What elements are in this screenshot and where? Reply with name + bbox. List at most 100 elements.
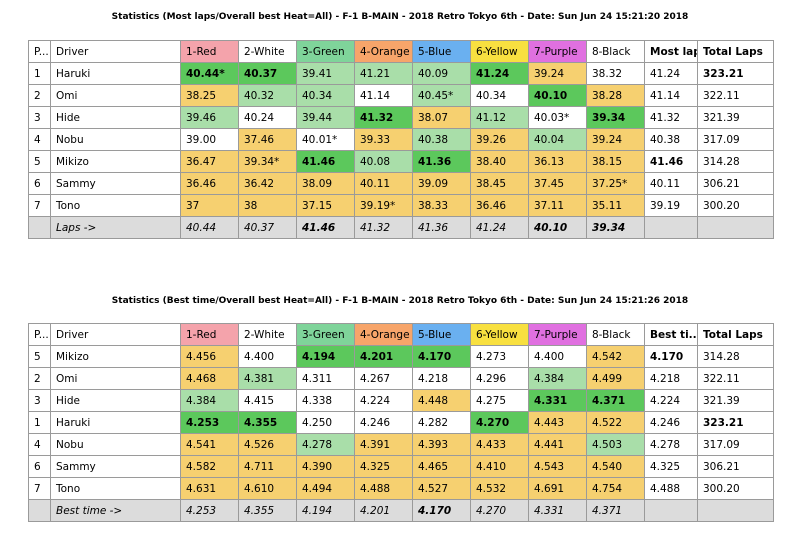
best-cell: 4.488 [644, 477, 698, 500]
heat-cell: 4.488 [354, 477, 413, 500]
driver-row: 4 Nobu 39.00 37.46 40.01* 39.33 40.38 39.26 40.0… [28, 128, 774, 151]
heat-cell: 4.754 [586, 477, 645, 500]
footer-blank [28, 499, 51, 522]
position-cell: 3 [28, 106, 51, 129]
table-head: P... Driver 1-Red 2-White 3-Green 4-Orange 5-B… [28, 323, 774, 346]
heat-cell: 37.45 [528, 172, 587, 195]
heat-cell: 39.24 [528, 62, 587, 85]
heat-cell: 4.270 [470, 411, 529, 434]
heat-cell: 38.32 [586, 62, 645, 85]
header-cell: 5-Blue [412, 40, 471, 63]
position-cell: 3 [28, 389, 51, 412]
heat-cell: 40.44* [180, 62, 239, 85]
total-cell: 300.20 [697, 194, 774, 217]
heat-cell: 4.384 [528, 367, 587, 390]
footer-cell: 4.170 [412, 499, 471, 522]
footer-label: Best time -> [50, 499, 181, 522]
table-body: 5 Mikizo 4.456 4.400 4.194 4.201 4.170 4.273 4.4… [28, 345, 774, 500]
driver-cell: Mikizo [50, 150, 181, 173]
heat-cell: 36.47 [180, 150, 239, 173]
heat-cell: 4.465 [412, 455, 471, 478]
heat-cell: 40.37 [238, 62, 297, 85]
heat-cell: 4.582 [180, 455, 239, 478]
stats-table: P... Driver 1-Red 2-White 3-Green 4-Orange 5-B… [28, 40, 774, 239]
heat-cell: 39.34* [238, 150, 297, 173]
heat-cell: 40.04 [528, 128, 587, 151]
driver-cell: Haruki [50, 411, 181, 434]
footer-cell: 40.37 [238, 216, 297, 239]
heat-cell: 39.41 [296, 62, 355, 85]
footer-cell: 4.253 [180, 499, 239, 522]
heat-cell: 36.42 [238, 172, 297, 195]
heat-cell: 38.33 [412, 194, 471, 217]
best-cell: 4.224 [644, 389, 698, 412]
heat-cell: 4.443 [528, 411, 587, 434]
position-cell: 2 [28, 367, 51, 390]
header-cell: 6-Yellow [470, 40, 529, 63]
heat-cell: 4.503 [586, 433, 645, 456]
driver-row: 2 Omi 4.468 4.381 4.311 4.267 4.218 4.296 4.384 4… [28, 367, 774, 390]
header-cell: 4-Orange [354, 40, 413, 63]
header-cell: 7-Purple [528, 323, 587, 346]
heat-cell: 39.09 [412, 172, 471, 195]
header-cell: 1-Red [180, 323, 239, 346]
footer-row: Best time -> 4.253 4.355 4.194 4.201 4.170 4.2… [28, 499, 774, 522]
heat-cell: 40.08 [354, 150, 413, 173]
heat-cell: 4.631 [180, 477, 239, 500]
footer-blank [697, 499, 774, 522]
heat-cell: 41.32 [354, 106, 413, 129]
driver-cell: Nobu [50, 433, 181, 456]
heat-cell: 4.468 [180, 367, 239, 390]
position-cell: 4 [28, 128, 51, 151]
heat-cell: 4.522 [586, 411, 645, 434]
header-cell: 4-Orange [354, 323, 413, 346]
header-cell: P... [28, 40, 51, 63]
table-foot: Laps -> 40.44 40.37 41.46 41.32 41.36 41.24 40.… [28, 216, 774, 239]
footer-blank [697, 216, 774, 239]
header-row: P... Driver 1-Red 2-White 3-Green 4-Orange 5-B… [28, 40, 774, 63]
position-cell: 6 [28, 172, 51, 195]
footer-cell: 4.194 [296, 499, 355, 522]
position-cell: 2 [28, 84, 51, 107]
heat-cell: 37 [180, 194, 239, 217]
heat-cell: 4.456 [180, 345, 239, 368]
total-cell: 306.21 [697, 455, 774, 478]
driver-cell: Sammy [50, 455, 181, 478]
position-cell: 4 [28, 433, 51, 456]
heat-cell: 38.09 [296, 172, 355, 195]
heat-cell: 4.415 [238, 389, 297, 412]
heat-cell: 4.400 [528, 345, 587, 368]
heat-cell: 4.393 [412, 433, 471, 456]
header-cell: 8-Black [586, 40, 645, 63]
best-cell: 41.46 [644, 150, 698, 173]
total-cell: 317.09 [697, 128, 774, 151]
total-cell: 323.21 [697, 411, 774, 434]
heat-cell: 4.296 [470, 367, 529, 390]
heat-cell: 37.15 [296, 194, 355, 217]
position-cell: 1 [28, 62, 51, 85]
table-foot: Best time -> 4.253 4.355 4.194 4.201 4.170 4.2… [28, 499, 774, 522]
table-title: Statistics (Most laps/Overall best Heat=… [111, 12, 689, 22]
footer-cell: 40.10 [528, 216, 587, 239]
driver-row: 2 Omi 38.25 40.32 40.34 41.14 40.45* 40.34 40.10… [28, 84, 774, 107]
heat-cell: 4.541 [180, 433, 239, 456]
total-cell: 300.20 [697, 477, 774, 500]
heat-cell: 4.170 [412, 345, 471, 368]
total-cell: 314.28 [697, 150, 774, 173]
driver-cell: Nobu [50, 128, 181, 151]
heat-cell: 40.03* [528, 106, 587, 129]
heat-cell: 4.711 [238, 455, 297, 478]
stats-table: P... Driver 1-Red 2-White 3-Green 4-Orange 5-B… [28, 323, 774, 522]
driver-cell: Omi [50, 84, 181, 107]
heat-cell: 4.410 [470, 455, 529, 478]
header-cell: 1-Red [180, 40, 239, 63]
heat-cell: 39.44 [296, 106, 355, 129]
driver-row: 4 Nobu 4.541 4.526 4.278 4.391 4.393 4.433 4.441… [28, 433, 774, 456]
heat-cell: 40.34 [470, 84, 529, 107]
heat-cell: 4.494 [296, 477, 355, 500]
header-cell: 6-Yellow [470, 323, 529, 346]
footer-cell: 40.44 [180, 216, 239, 239]
heat-cell: 41.24 [470, 62, 529, 85]
heat-cell: 4.338 [296, 389, 355, 412]
heat-cell: 4.201 [354, 345, 413, 368]
